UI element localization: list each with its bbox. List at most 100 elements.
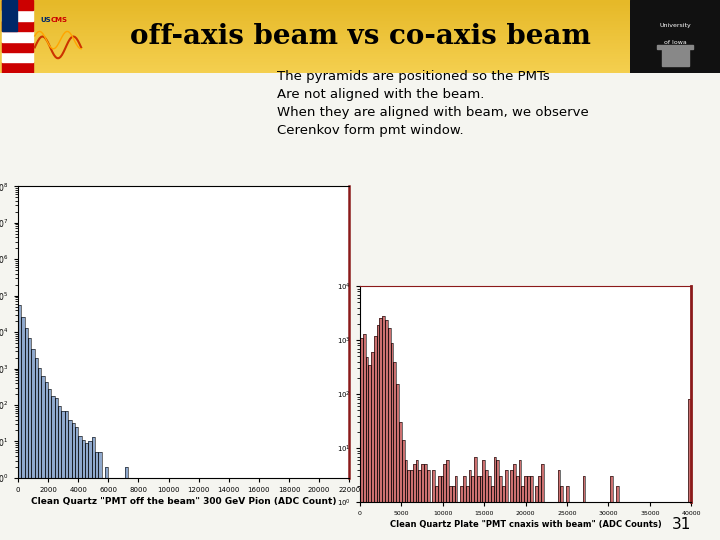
Bar xyxy=(505,470,508,540)
Bar xyxy=(582,476,585,540)
Bar xyxy=(32,349,35,540)
Bar xyxy=(385,320,388,540)
Bar xyxy=(602,502,605,540)
Bar xyxy=(433,470,435,540)
Bar xyxy=(488,476,491,540)
Bar xyxy=(22,316,24,540)
Bar xyxy=(18,305,22,540)
Bar xyxy=(544,502,546,540)
Bar xyxy=(99,453,102,540)
Bar xyxy=(424,464,427,540)
Bar xyxy=(58,407,61,540)
Bar xyxy=(611,476,613,540)
Bar xyxy=(0,50,720,51)
Bar xyxy=(95,453,99,540)
Bar xyxy=(0,33,720,35)
Bar xyxy=(435,486,438,540)
Bar xyxy=(505,470,508,540)
Bar xyxy=(0,16,720,17)
Bar xyxy=(688,400,691,540)
Bar xyxy=(0,71,720,73)
Bar xyxy=(51,396,55,540)
Bar xyxy=(518,460,521,540)
Bar xyxy=(0,12,720,13)
Bar xyxy=(402,440,405,540)
Bar xyxy=(0,38,720,39)
Bar xyxy=(633,502,636,540)
Bar xyxy=(541,464,544,540)
Bar xyxy=(91,437,95,540)
Bar xyxy=(624,502,627,540)
X-axis label: Clean Quartz "PMT off the beam" 300 GeV Pion (ADC Count): Clean Quartz "PMT off the beam" 300 GeV … xyxy=(31,497,336,506)
Text: CMS: CMS xyxy=(51,17,68,23)
Bar xyxy=(55,399,58,540)
Bar xyxy=(0,21,720,22)
Bar xyxy=(0,25,720,26)
Bar xyxy=(0,15,720,16)
Bar xyxy=(102,478,105,540)
Bar xyxy=(28,338,32,540)
Bar xyxy=(112,478,115,540)
Bar xyxy=(541,464,544,540)
Bar xyxy=(48,389,51,540)
Bar xyxy=(0,44,720,45)
Bar xyxy=(0,17,720,19)
Bar xyxy=(469,470,472,540)
X-axis label: Clean Quartz Plate "PMT cnaxis with beam" (ADC Counts): Clean Quartz Plate "PMT cnaxis with beam… xyxy=(390,521,662,529)
Bar xyxy=(510,470,513,540)
Bar xyxy=(647,502,649,540)
Bar xyxy=(452,486,454,540)
Bar xyxy=(494,456,496,540)
Bar xyxy=(518,460,521,540)
Bar xyxy=(474,456,477,540)
Bar xyxy=(516,476,518,540)
Bar xyxy=(42,375,45,540)
Bar xyxy=(379,318,382,540)
Bar xyxy=(68,420,71,540)
Bar xyxy=(108,478,112,540)
Bar xyxy=(530,476,533,540)
Bar xyxy=(0,51,720,52)
Bar xyxy=(546,502,549,540)
Bar xyxy=(418,470,421,540)
Bar xyxy=(616,486,618,540)
Bar xyxy=(482,460,485,540)
Bar xyxy=(427,470,430,540)
Bar xyxy=(1,63,33,73)
Bar xyxy=(557,470,560,540)
Bar xyxy=(55,399,58,540)
Bar xyxy=(0,63,720,64)
Bar xyxy=(128,478,132,540)
Bar xyxy=(444,464,446,540)
Bar xyxy=(488,476,491,540)
Bar xyxy=(0,0,720,2)
Bar xyxy=(366,357,369,540)
Bar xyxy=(446,460,449,540)
Bar xyxy=(75,427,78,540)
Bar xyxy=(388,328,391,540)
Bar xyxy=(1,31,33,42)
Bar xyxy=(45,382,48,540)
Bar xyxy=(444,464,446,540)
Text: 31: 31 xyxy=(672,517,691,532)
Bar xyxy=(377,325,379,540)
Bar xyxy=(35,359,38,540)
Bar xyxy=(491,486,494,540)
Bar xyxy=(449,486,452,540)
Bar xyxy=(81,440,85,540)
Bar xyxy=(460,486,463,540)
Bar xyxy=(402,440,405,540)
Bar xyxy=(0,61,720,63)
Bar xyxy=(132,478,135,540)
Bar xyxy=(18,305,22,540)
Bar xyxy=(463,476,466,540)
Bar xyxy=(374,336,377,540)
Bar xyxy=(125,467,128,540)
Bar xyxy=(413,464,415,540)
Bar xyxy=(115,478,118,540)
Bar xyxy=(454,476,457,540)
Bar xyxy=(360,338,363,540)
Bar xyxy=(599,502,602,540)
Bar xyxy=(0,57,720,58)
Bar xyxy=(61,411,65,540)
